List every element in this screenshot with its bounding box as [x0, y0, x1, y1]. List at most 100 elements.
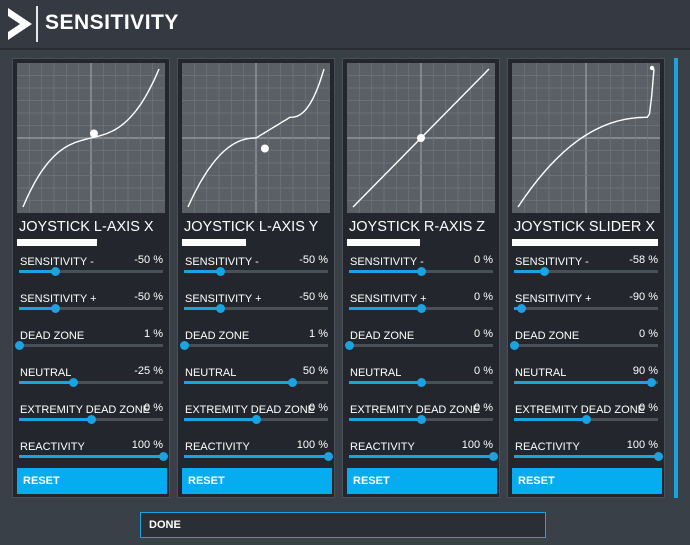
setting-slider[interactable]	[349, 304, 493, 313]
setting-value: 100 %	[131, 439, 163, 451]
setting-slider[interactable]	[514, 415, 658, 424]
slider-handle[interactable]	[417, 304, 426, 313]
setting-label: REACTIVITY	[350, 441, 415, 453]
slider-handle[interactable]	[288, 378, 297, 387]
slider-handle[interactable]	[216, 267, 225, 276]
setting-slider[interactable]	[184, 415, 328, 424]
slider-handle[interactable]	[540, 267, 550, 276]
curve-position-marker	[417, 134, 425, 142]
setting-row: DEAD ZONE 1 %	[15, 328, 167, 362]
setting-label: DEAD ZONE	[20, 330, 85, 342]
slider-fill	[19, 381, 73, 384]
curve-position-marker	[89, 129, 98, 138]
slider-handle[interactable]	[87, 415, 96, 424]
setting-slider[interactable]	[180, 341, 328, 350]
setting-label: SENSITIVITY -	[515, 256, 589, 268]
setting-label: EXTREMITY DEAD ZONE	[185, 404, 315, 416]
setting-label: SENSITIVITY +	[515, 293, 592, 305]
setting-slider[interactable]	[19, 304, 163, 313]
slider-handle[interactable]	[69, 378, 78, 387]
setting-value: 0 %	[474, 254, 493, 266]
setting-slider[interactable]	[184, 378, 328, 387]
slider-handle[interactable]	[216, 304, 225, 313]
setting-label: SENSITIVITY +	[20, 293, 97, 305]
setting-value: -58 %	[629, 254, 658, 266]
header-bar: SENSITIVITY	[0, 0, 690, 50]
slider-handle[interactable]	[517, 304, 527, 313]
setting-label: NEUTRAL	[350, 367, 402, 379]
slider-handle[interactable]	[324, 452, 333, 461]
setting-slider[interactable]	[514, 304, 658, 313]
axis-position-fill	[17, 239, 98, 246]
setting-row: REACTIVITY 100 %	[17, 439, 168, 473]
slider-handle[interactable]	[180, 341, 189, 350]
setting-slider[interactable]	[19, 415, 163, 424]
setting-slider[interactable]	[19, 452, 168, 461]
setting-slider[interactable]	[15, 341, 163, 350]
setting-row: DEAD ZONE 1 %	[180, 328, 332, 362]
slider-fill	[19, 418, 91, 421]
setting-value: -50 %	[134, 254, 163, 266]
slider-fill	[19, 270, 55, 273]
slider-fill	[349, 307, 421, 310]
setting-slider[interactable]	[349, 378, 493, 387]
setting-slider[interactable]	[184, 267, 328, 276]
setting-label: EXTREMITY DEAD ZONE	[350, 404, 480, 416]
setting-slider[interactable]	[184, 452, 333, 461]
setting-row: REACTIVITY 100 %	[347, 439, 498, 473]
slider-handle[interactable]	[51, 267, 60, 276]
setting-label: SENSITIVITY -	[185, 256, 259, 268]
scrollbar[interactable]	[674, 58, 678, 498]
slider-handle[interactable]	[252, 415, 261, 424]
chevron-right-logo-icon	[8, 8, 32, 40]
setting-slider[interactable]	[510, 341, 658, 350]
setting-slider[interactable]	[349, 452, 498, 461]
axis-name-label: JOYSTICK L-AXIS Y	[184, 219, 319, 235]
setting-label: REACTIVITY	[185, 441, 250, 453]
slider-handle[interactable]	[654, 452, 663, 461]
setting-slider[interactable]	[19, 267, 163, 276]
slider-fill	[184, 418, 256, 421]
slider-handle[interactable]	[417, 415, 426, 424]
response-curve-svg	[17, 63, 165, 213]
setting-row: SENSITIVITY - 0 %	[347, 254, 497, 288]
slider-handle[interactable]	[51, 304, 60, 313]
slider-handle[interactable]	[15, 341, 24, 350]
setting-row: EXTREMITY DEAD ZONE 0 %	[182, 402, 332, 436]
slider-handle[interactable]	[417, 378, 426, 387]
setting-slider[interactable]	[514, 452, 663, 461]
setting-slider[interactable]	[349, 267, 493, 276]
slider-fill	[349, 455, 493, 458]
setting-label: NEUTRAL	[515, 367, 567, 379]
slider-handle[interactable]	[345, 341, 354, 350]
setting-row: SENSITIVITY + -50 %	[182, 291, 332, 325]
axis-position-fill	[512, 239, 658, 246]
reset-button[interactable]: RESET	[512, 468, 662, 494]
setting-slider[interactable]	[345, 341, 493, 350]
axis-position-fill	[347, 239, 420, 246]
reset-button[interactable]: RESET	[17, 468, 167, 494]
setting-slider[interactable]	[184, 304, 328, 313]
setting-slider[interactable]	[514, 267, 658, 276]
axis-panel: JOYSTICK L-AXIS Y SENSITIVITY - -50 % SENSI…	[177, 58, 335, 498]
setting-row: NEUTRAL 0 %	[347, 365, 497, 399]
slider-handle[interactable]	[510, 341, 519, 350]
setting-slider[interactable]	[19, 378, 163, 387]
response-curve	[517, 68, 655, 208]
setting-value: 1 %	[144, 328, 163, 340]
reset-button[interactable]: RESET	[347, 468, 497, 494]
setting-row: REACTIVITY 100 %	[512, 439, 663, 473]
slider-handle[interactable]	[646, 378, 656, 387]
setting-slider[interactable]	[349, 415, 493, 424]
reset-button[interactable]: RESET	[182, 468, 332, 494]
done-button[interactable]: DONE	[140, 512, 546, 538]
slider-fill	[349, 381, 421, 384]
setting-row: EXTREMITY DEAD ZONE 0 %	[512, 402, 662, 436]
slider-handle[interactable]	[159, 452, 168, 461]
setting-slider[interactable]	[514, 378, 658, 387]
slider-handle[interactable]	[417, 267, 426, 276]
slider-handle[interactable]	[582, 415, 591, 424]
axis-name-label: JOYSTICK R-AXIS Z	[349, 219, 486, 235]
setting-label: REACTIVITY	[515, 441, 580, 453]
slider-handle[interactable]	[489, 452, 498, 461]
